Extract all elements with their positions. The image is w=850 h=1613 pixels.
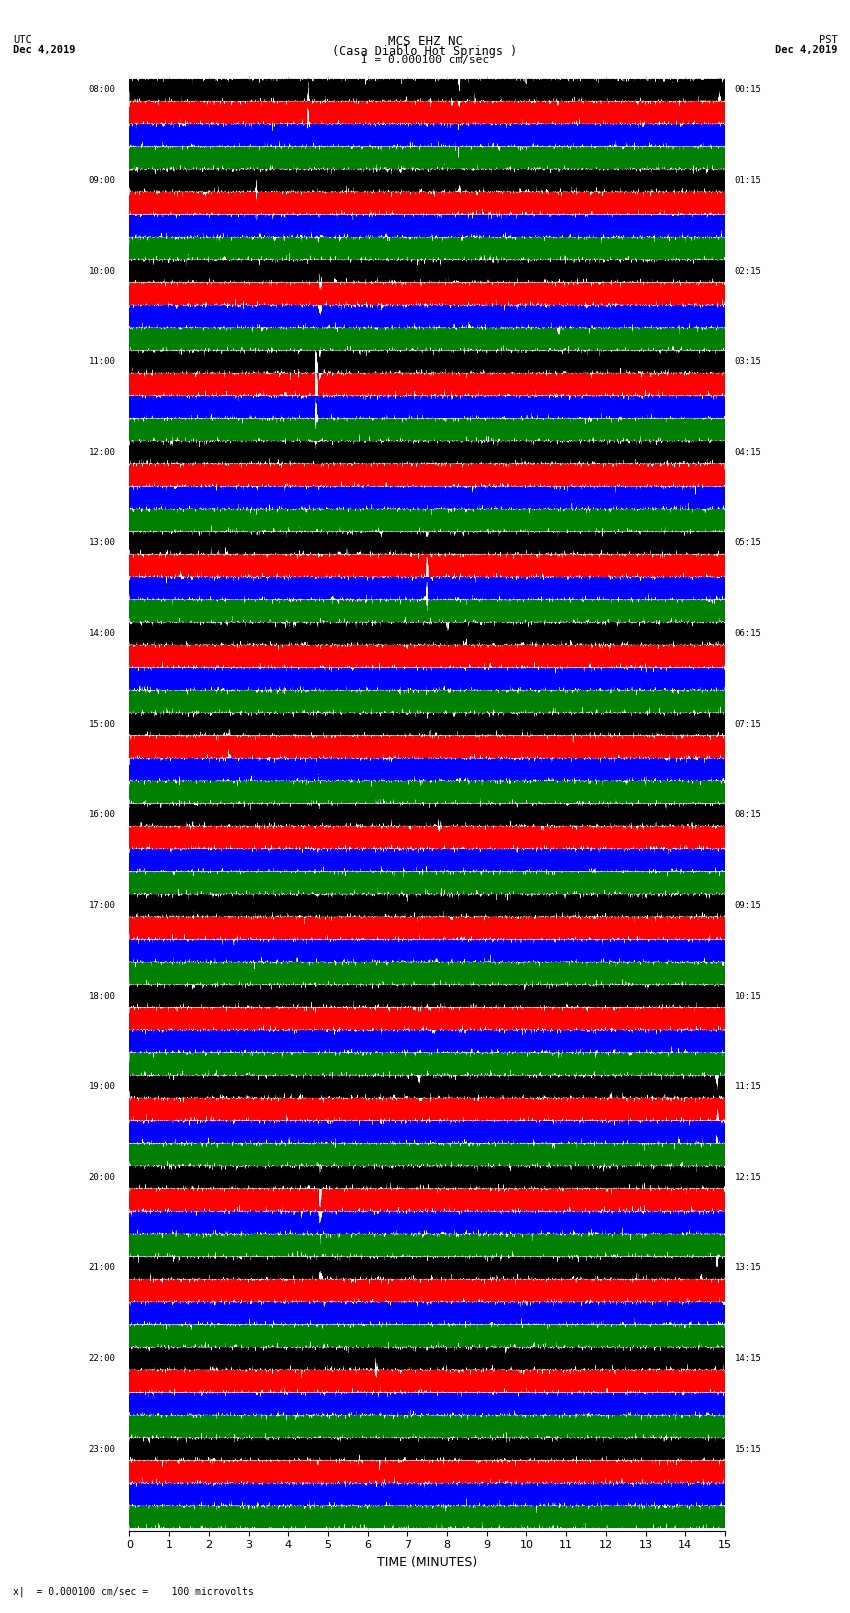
Text: 13:00: 13:00 bbox=[88, 539, 116, 547]
Text: 09:00: 09:00 bbox=[88, 176, 116, 185]
Text: I = 0.000100 cm/sec: I = 0.000100 cm/sec bbox=[361, 55, 489, 65]
Text: 11:00: 11:00 bbox=[88, 356, 116, 366]
X-axis label: TIME (MINUTES): TIME (MINUTES) bbox=[377, 1557, 478, 1569]
Text: 13:15: 13:15 bbox=[734, 1263, 762, 1273]
Text: UTC: UTC bbox=[13, 35, 31, 45]
Text: 20:00: 20:00 bbox=[88, 1173, 116, 1182]
Text: 02:15: 02:15 bbox=[734, 266, 762, 276]
Text: 01:15: 01:15 bbox=[734, 176, 762, 185]
Text: 05:15: 05:15 bbox=[734, 539, 762, 547]
Text: 03:15: 03:15 bbox=[734, 356, 762, 366]
Text: 08:00: 08:00 bbox=[88, 85, 116, 95]
Text: 08:15: 08:15 bbox=[734, 810, 762, 819]
Text: 17:00: 17:00 bbox=[88, 902, 116, 910]
Text: 07:15: 07:15 bbox=[734, 719, 762, 729]
Text: 21:00: 21:00 bbox=[88, 1263, 116, 1273]
Text: 19:00: 19:00 bbox=[88, 1082, 116, 1090]
Text: 22:00: 22:00 bbox=[88, 1353, 116, 1363]
Text: MCS EHZ NC: MCS EHZ NC bbox=[388, 35, 462, 48]
Text: 00:15: 00:15 bbox=[734, 85, 762, 95]
Text: PST: PST bbox=[819, 35, 837, 45]
Text: 12:00: 12:00 bbox=[88, 448, 116, 456]
Text: 16:00: 16:00 bbox=[88, 810, 116, 819]
Text: 15:15: 15:15 bbox=[734, 1445, 762, 1453]
Text: Dec 4,2019: Dec 4,2019 bbox=[13, 45, 76, 55]
Text: 14:00: 14:00 bbox=[88, 629, 116, 639]
Text: Dec 4,2019: Dec 4,2019 bbox=[774, 45, 837, 55]
Text: (Casa Diablo Hot Springs ): (Casa Diablo Hot Springs ) bbox=[332, 45, 518, 58]
Text: 06:15: 06:15 bbox=[734, 629, 762, 639]
Text: 09:15: 09:15 bbox=[734, 902, 762, 910]
Text: 04:15: 04:15 bbox=[734, 448, 762, 456]
Text: 10:00: 10:00 bbox=[88, 266, 116, 276]
Text: 23:00: 23:00 bbox=[88, 1445, 116, 1453]
Text: 10:15: 10:15 bbox=[734, 992, 762, 1000]
Text: 14:15: 14:15 bbox=[734, 1353, 762, 1363]
Text: 15:00: 15:00 bbox=[88, 719, 116, 729]
Text: 11:15: 11:15 bbox=[734, 1082, 762, 1090]
Text: 18:00: 18:00 bbox=[88, 992, 116, 1000]
Text: x|  = 0.000100 cm/sec =    100 microvolts: x| = 0.000100 cm/sec = 100 microvolts bbox=[13, 1586, 253, 1597]
Text: 12:15: 12:15 bbox=[734, 1173, 762, 1182]
